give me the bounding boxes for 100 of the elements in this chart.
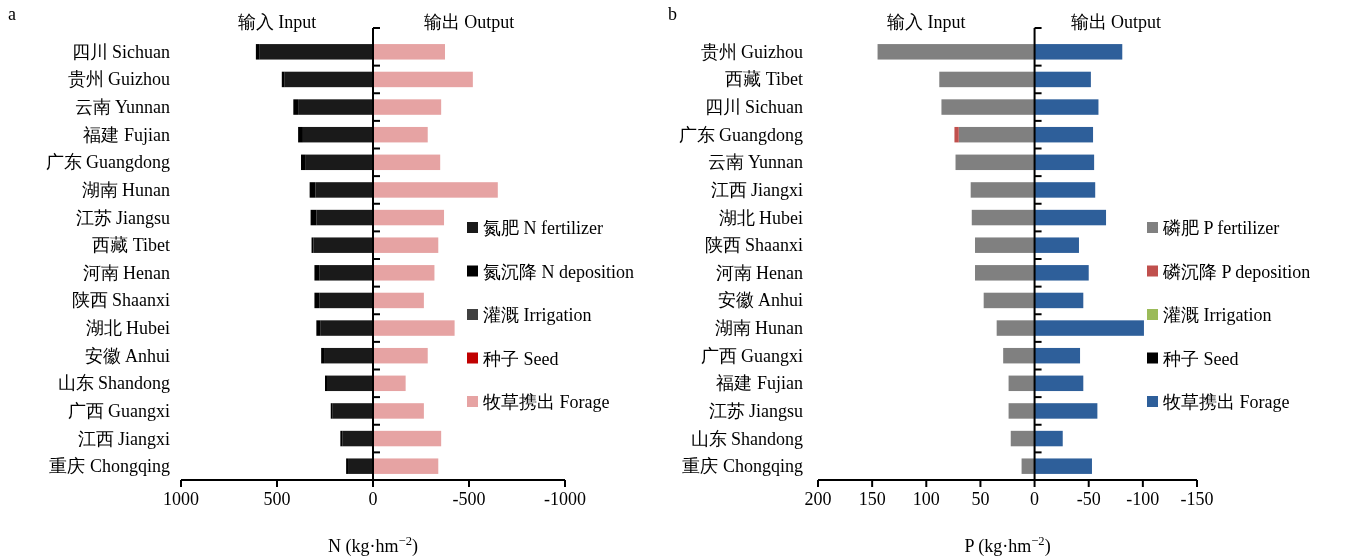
x-tick-label: -150: [1180, 489, 1214, 509]
y-tick-label: 河南 Henan: [82, 262, 170, 283]
bar: [1034, 458, 1092, 474]
bar: [1034, 430, 1063, 447]
x-axis-title: N (kg·hm$^{−2}$): [328, 534, 418, 557]
bar: [321, 347, 325, 364]
bar: [1034, 99, 1099, 115]
bar: [1021, 458, 1035, 474]
y-tick-label: 江西 Jiangxi: [710, 179, 803, 200]
x-tick-label: 50: [971, 489, 990, 509]
bar: [939, 71, 1035, 88]
y-tick-label: 广东 Guangdong: [678, 124, 803, 145]
y-tick-label: 河南 Henan: [715, 262, 803, 283]
y-tick-label: 重庆 Chongqing: [682, 456, 803, 477]
x-tick-label: -100: [1126, 489, 1160, 509]
bar: [1008, 403, 1035, 419]
bar: [314, 265, 320, 281]
legend-item: 种子 Seed: [1147, 348, 1239, 369]
bar: [1034, 265, 1089, 281]
bar: [325, 375, 328, 392]
bar: [971, 209, 1035, 226]
bar: [373, 265, 435, 281]
y-tick-label: 湖北 Hubei: [718, 207, 803, 228]
bar: [316, 320, 321, 336]
bar: [958, 126, 1035, 143]
annotation: 输入 Input: [237, 12, 317, 32]
bar: [373, 430, 442, 447]
bar: [305, 154, 373, 171]
legend-label: 种子 Seed: [483, 348, 559, 369]
y-tick-label: 安徽 Anhui: [84, 345, 170, 366]
legend-item: 磷沉降 P deposition: [1147, 261, 1311, 282]
bar: [373, 182, 498, 198]
text: a: [8, 4, 16, 24]
bar: [1034, 209, 1107, 226]
legend-label: 种子 Seed: [1163, 348, 1239, 369]
bar: [373, 154, 441, 171]
bar: [373, 44, 445, 60]
bar: [255, 44, 260, 60]
bar: [259, 44, 373, 60]
y-tick-label: 云南 Yunnan: [74, 97, 170, 118]
y-tick-label: 西藏 Tibet: [92, 235, 170, 256]
y-tick-label: 湖北 Hubei: [85, 318, 170, 339]
bar: [309, 182, 316, 198]
bar: [319, 265, 373, 281]
bar: [373, 403, 424, 419]
bar: [373, 71, 473, 88]
y-tick-label: 湖南 Hunan: [714, 318, 803, 339]
bar: [373, 320, 455, 336]
bar: [1003, 347, 1035, 364]
annotation: 输出 Output: [423, 12, 515, 32]
y-tick-label: 云南 Yunnan: [707, 152, 803, 173]
bar: [342, 430, 373, 447]
bar: [1034, 237, 1079, 253]
bar: [877, 44, 1035, 60]
y-tick-label: 广西 Guangxi: [700, 345, 803, 366]
x-tick-label: 200: [804, 489, 832, 509]
y-tick-label: 重庆 Chongqing: [49, 456, 170, 477]
legend-item: 氮沉降 N deposition: [467, 261, 634, 282]
legend-item: 种子 Seed: [467, 348, 559, 369]
legend-item: 磷肥 P fertilizer: [1147, 218, 1280, 238]
bar: [983, 292, 1035, 309]
legend-item: 牧草携出 Forage: [1147, 392, 1290, 412]
bar: [281, 71, 285, 88]
bar: [1010, 430, 1035, 447]
bar: [373, 375, 406, 392]
x-tick-label: -50: [1076, 489, 1101, 509]
x-tick-label: 100: [912, 489, 940, 509]
y-tick-label: 四川 Sichuan: [704, 97, 803, 118]
x-axis-title: P (kg·hm$^{−2}$): [964, 534, 1051, 557]
y-tick-label: 福建 Fujian: [83, 124, 170, 145]
bar: [1034, 182, 1096, 198]
bar: [315, 182, 373, 198]
bar: [1034, 375, 1084, 392]
y-tick-label: 陕西 Shaanxi: [71, 290, 170, 311]
bar: [373, 126, 428, 143]
y-tick-label: 西藏 Tibet: [725, 69, 803, 90]
y-tick-label: 湖南 Hunan: [81, 179, 170, 200]
bar: [302, 126, 373, 143]
bar: [1034, 403, 1098, 419]
bar: [373, 237, 439, 253]
bar: [324, 347, 373, 364]
bar: [298, 99, 373, 115]
bar: [327, 375, 373, 392]
y-tick-label: 安徽 Anhui: [717, 290, 803, 311]
legend-item: 氮肥 N fertilizer: [467, 218, 603, 238]
bar: [293, 99, 299, 115]
bar: [975, 265, 1035, 281]
bar: [373, 458, 439, 474]
y-tick-label: 福建 Fujian: [716, 373, 803, 394]
bar: [332, 403, 373, 419]
bar: [298, 126, 303, 143]
bar: [1034, 71, 1091, 88]
bar: [1034, 320, 1144, 336]
bar: [284, 71, 373, 88]
x-tick-label: 0: [368, 489, 378, 509]
bar: [1034, 154, 1095, 171]
bar: [314, 292, 320, 309]
y-tick-label: 贵州 Guizhou: [67, 69, 170, 90]
text: b: [668, 4, 677, 24]
y-tick-label: 江苏 Jiangsu: [75, 207, 170, 228]
